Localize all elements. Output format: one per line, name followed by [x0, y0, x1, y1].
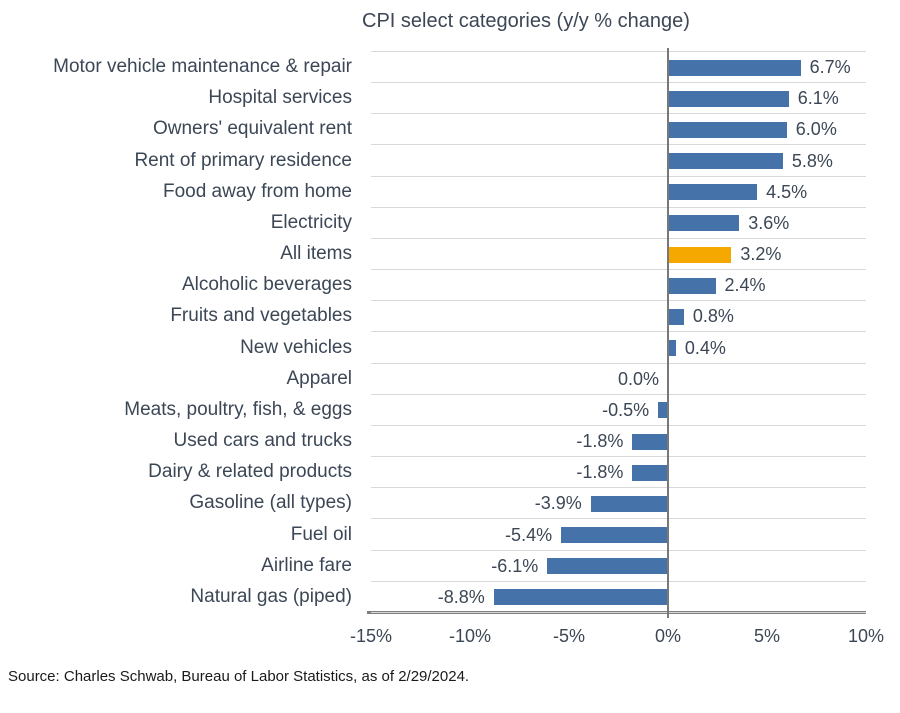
category-label: Food away from home	[162, 180, 352, 202]
category-labels: Motor vehicle maintenance & repair Hospit…	[0, 51, 352, 612]
x-axis-tick-label: 0%	[654, 626, 681, 646]
chart-row	[371, 146, 866, 177]
category-label: Gasoline (all types)	[189, 492, 352, 514]
value-label: 6.0%	[795, 119, 837, 140]
value-label: 3.2%	[740, 244, 782, 264]
value-label: 0.4%	[684, 337, 726, 358]
value-label: 5.8%	[791, 150, 833, 171]
chart-row	[371, 457, 866, 489]
chart-row	[371, 426, 866, 458]
chart-row	[371, 520, 866, 551]
chart-row	[371, 270, 866, 302]
bar	[493, 589, 668, 606]
category-label: Electricity	[270, 211, 352, 233]
category-label: Meats, poultry, fish, & eggs	[124, 398, 352, 420]
bar	[561, 527, 668, 544]
category-label: Fruits and vegetables	[170, 305, 352, 327]
category-label: Dairy & related products	[148, 461, 352, 483]
category-label: Fuel oil	[290, 523, 352, 545]
x-axis-tick-label: -5%	[552, 626, 585, 646]
category-label: Hospital services	[208, 87, 352, 109]
chart-row	[371, 208, 866, 239]
bar	[668, 215, 740, 232]
chart-row	[371, 83, 866, 115]
category-label: Owners' equivalent rent	[152, 118, 352, 140]
chart-row	[371, 333, 866, 364]
value-label: -5.4%	[505, 524, 553, 545]
bar	[632, 464, 668, 481]
category-label: Used cars and trucks	[173, 430, 352, 451]
chart-row	[371, 488, 866, 520]
chart-row	[371, 52, 866, 84]
category-label: Alcoholic beverages	[181, 274, 352, 296]
value-label: -0.5%	[602, 399, 650, 420]
bar	[668, 184, 758, 201]
bar	[668, 340, 676, 357]
category-label: Natural gas (piped)	[190, 585, 352, 607]
value-label: -3.9%	[534, 493, 582, 514]
source-note: Source: Charles Schwab, Bureau of Labor …	[8, 668, 470, 685]
bar	[632, 433, 668, 450]
value-label: -8.8%	[437, 586, 485, 607]
chart-title: CPI select categories (y/y % change)	[362, 10, 690, 32]
bar	[668, 59, 801, 76]
value-label: 6.7%	[809, 57, 851, 77]
bar	[547, 558, 668, 575]
x-axis-labels: -15% -10% -5% 0% 5% 10%	[350, 626, 884, 652]
category-label: Rent of primary residence	[134, 149, 352, 171]
x-axis-tick-label: -15%	[349, 626, 393, 646]
category-label: New vehicles	[240, 336, 352, 358]
value-label: 4.5%	[766, 181, 808, 202]
bar	[668, 277, 716, 294]
value-label: 0.8%	[692, 306, 734, 327]
value-label: 0.0%	[617, 368, 659, 389]
chart-row	[371, 114, 866, 146]
x-axis-tick-label: 5%	[753, 626, 780, 646]
chart-row	[371, 301, 866, 333]
plot-area: 6.7% 6.1% 6.0% 5.8% 4.5% 3.6% 3.2% 2.4% 0.8% 0.4%…	[371, 48, 866, 618]
category-label: Apparel	[286, 367, 353, 389]
category-label: Motor vehicle maintenance & repair	[53, 56, 352, 77]
bar	[668, 121, 787, 138]
category-label: Airline fare	[261, 554, 352, 576]
bar	[668, 90, 789, 107]
chart-row	[371, 364, 866, 395]
x-axis-tick-label: 10%	[847, 626, 885, 646]
bar	[668, 153, 783, 170]
chart-row	[371, 239, 866, 271]
bar	[668, 308, 684, 325]
bar	[590, 495, 668, 512]
value-label: -6.1%	[491, 555, 539, 576]
chart-row	[371, 582, 866, 613]
value-label: 6.1%	[797, 88, 839, 109]
x-axis-tick-label: -10%	[448, 626, 492, 646]
value-label: 3.6%	[748, 212, 790, 233]
bar-highlight	[668, 246, 732, 263]
value-label: 2.4%	[724, 275, 766, 296]
value-label: -1.8%	[576, 462, 624, 483]
chart-row	[371, 177, 866, 208]
zero-baseline	[667, 48, 669, 618]
category-label: All items	[280, 243, 352, 264]
bar	[658, 402, 668, 419]
value-label: -1.8%	[576, 431, 624, 451]
chart-row	[371, 395, 866, 426]
chart-row	[371, 551, 866, 582]
